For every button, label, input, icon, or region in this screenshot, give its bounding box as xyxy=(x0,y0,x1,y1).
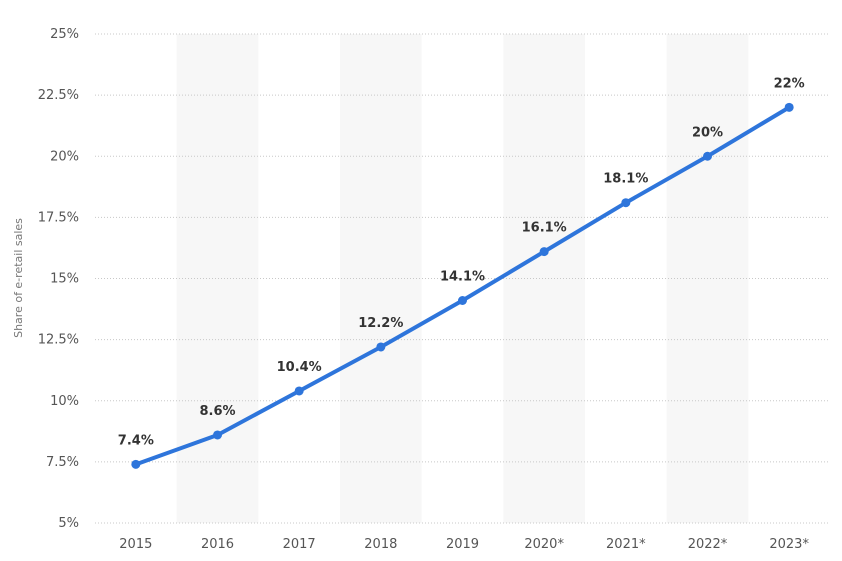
y-axis-label: Share of e-retail sales xyxy=(12,218,25,338)
background-band xyxy=(176,34,259,523)
x-tick-label: 2015 xyxy=(119,537,152,552)
data-label: 12.2% xyxy=(358,316,403,331)
y-axis-ticks: 5% 7.5% 10% 12.5% 15% 17.5% 20% 22.5% 25% xyxy=(38,27,79,531)
y-tick-label: 17.5% xyxy=(38,210,79,225)
data-label: 20% xyxy=(692,125,723,140)
data-point xyxy=(621,198,631,208)
x-tick-label: 2019 xyxy=(446,537,479,552)
x-tick-label: 2017 xyxy=(283,537,316,552)
data-label: 16.1% xyxy=(522,221,567,236)
x-tick-label: 2021* xyxy=(606,537,646,552)
data-label: 22% xyxy=(774,76,805,91)
data-point xyxy=(213,430,222,440)
y-tick-label: 12.5% xyxy=(38,333,79,348)
data-point xyxy=(131,459,141,469)
data-label: 10.4% xyxy=(277,360,322,375)
data-point xyxy=(784,102,794,112)
data-label: 8.6% xyxy=(199,404,235,419)
x-tick-label: 2020* xyxy=(524,537,564,552)
y-tick-label: 10% xyxy=(50,394,79,409)
x-tick-label: 2023* xyxy=(769,537,809,552)
data-labels: 7.4% 8.6% 10.4% 12.2% 14.1% 16.1% 18.1% 20% 22% xyxy=(118,76,805,448)
background-band xyxy=(503,34,585,523)
data-point xyxy=(703,151,712,161)
y-tick-label: 20% xyxy=(50,149,79,164)
y-tick-label: 15% xyxy=(50,272,79,287)
x-axis-ticks: 2015 2016 2017 2018 2019 2020* 2021* 2022* 2023* xyxy=(119,537,809,552)
series-line-group xyxy=(131,102,794,469)
x-tick-label: 2022* xyxy=(688,537,728,552)
y-tick-label: 25% xyxy=(50,27,79,42)
data-point xyxy=(376,342,386,352)
data-point xyxy=(539,247,549,257)
data-label: 14.1% xyxy=(440,270,485,285)
x-tick-label: 2016 xyxy=(201,537,234,552)
data-label: 7.4% xyxy=(118,433,154,448)
y-tick-label: 5% xyxy=(58,516,79,531)
data-point xyxy=(294,386,304,396)
x-tick-label: 2018 xyxy=(364,537,397,552)
y-tick-label: 22.5% xyxy=(38,88,79,103)
data-label: 18.1% xyxy=(603,172,648,187)
y-tick-label: 7.5% xyxy=(46,455,79,470)
data-point xyxy=(458,296,467,306)
